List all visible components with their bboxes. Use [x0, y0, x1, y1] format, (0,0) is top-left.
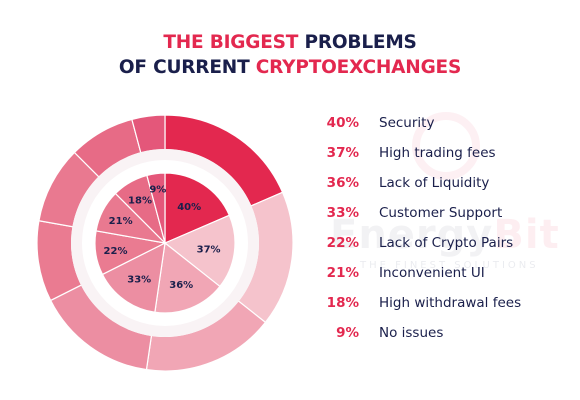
slice-value-label: 37% — [197, 245, 221, 256]
title-highlight-2: CRYPTOEXCHANGES — [255, 57, 462, 78]
legend-entry: 18% High withdrawal fees — [315, 293, 570, 323]
pie-slice — [164, 172, 231, 244]
chart-title: THE BIGGEST PROBLEMS OF CURRENT CRYPTOEX… — [0, 30, 580, 80]
title-text-2: OF CURRENT — [118, 57, 250, 78]
legend-label: No issues — [379, 325, 444, 341]
legend-value: 18% — [326, 295, 359, 311]
legend-label: Lack of Crypto Pairs — [379, 235, 514, 251]
legend-value: 22% — [326, 235, 359, 251]
legend-value: 37% — [326, 145, 359, 161]
legend-entry: 9% No issues — [315, 323, 570, 353]
slice-value-label: 9% — [149, 184, 166, 195]
legend-entry: 37% High trading fees — [315, 143, 570, 173]
legend-value: 33% — [326, 205, 359, 221]
legend-value: 9% — [336, 325, 359, 341]
legend-entry: 40% Security — [315, 113, 570, 143]
legend-label: High trading fees — [379, 145, 496, 161]
legend-value: 21% — [326, 265, 359, 281]
slice-value-label: 21% — [109, 216, 133, 227]
pie-slice — [146, 172, 166, 244]
legend-label: Customer Support — [379, 205, 503, 221]
title-highlight-1: THE BIGGEST — [163, 32, 299, 53]
legend-value: 40% — [326, 115, 359, 131]
legend-entry: 36% Lack of Liquidity — [315, 173, 570, 203]
legend-label: High withdrawal fees — [379, 295, 522, 311]
legend-value: 36% — [326, 175, 359, 191]
slice-value-label: 40% — [177, 202, 201, 213]
slice-value-label: 18% — [128, 196, 152, 207]
legend-label: Inconvenient UI — [379, 265, 485, 281]
slice-value-label: 36% — [169, 280, 193, 291]
title-line-2: OF CURRENT CRYPTOEXCHANGES — [0, 55, 580, 80]
legend-entry: 21% Inconvenient UI — [315, 263, 570, 293]
ring-band — [71, 149, 259, 337]
pie-slice — [163, 214, 236, 288]
slice-value-label: 22% — [104, 246, 128, 257]
title-text-1: PROBLEMS — [304, 32, 417, 53]
chart-legend: 40% Security 37% High trading fees 36% Lack o… — [315, 113, 570, 353]
title-line-1: THE BIGGEST PROBLEMS — [0, 30, 580, 55]
legend-label: Lack of Liquidity — [379, 175, 490, 191]
pie-chart: 40% 37% 36% 33% 22% 21% 18%9% — [36, 114, 294, 372]
pie-slice — [101, 241, 166, 313]
legend-entry: 22% Lack of Crypto Pairs — [315, 233, 570, 263]
legend-entry: 33% Customer Support — [315, 203, 570, 233]
pie-slice — [154, 241, 221, 314]
slice-value-label: 33% — [127, 275, 151, 286]
legend-label: Security — [379, 115, 435, 131]
